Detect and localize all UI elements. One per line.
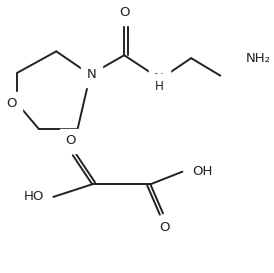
Text: O: O [160,221,170,234]
Text: N: N [86,68,96,81]
Text: O: O [119,6,129,19]
Text: O: O [6,97,17,110]
Text: HO: HO [23,190,44,203]
Text: O: O [65,134,76,147]
Text: OH: OH [192,165,213,178]
Text: NH₂: NH₂ [246,52,270,65]
Text: N: N [154,72,164,85]
Text: H: H [155,80,164,93]
